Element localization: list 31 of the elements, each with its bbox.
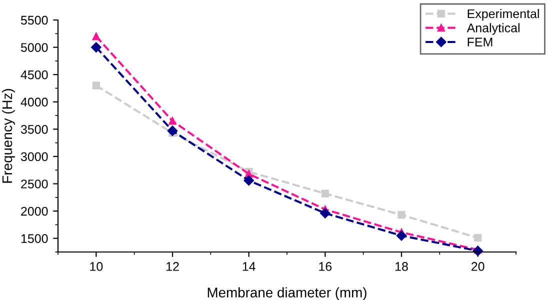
point [321, 190, 329, 198]
y-tick-label: 4500 [20, 70, 48, 80]
x-tick-label: 16 [319, 262, 332, 271]
y-tick-label: 4000 [20, 98, 48, 107]
point [91, 42, 102, 52]
y-tick-label: 3500 [20, 124, 48, 134]
y-axis-title: Frequency (Hz) [2, 89, 15, 183]
legend-label: FEM [468, 38, 492, 46]
x-tick-label: 20 [472, 262, 484, 271]
y-tick-label: 3000 [20, 152, 48, 162]
x-tick-label: 10 [90, 262, 103, 271]
x-tick-label: 12 [166, 262, 179, 271]
point [320, 208, 330, 218]
y-tick-label: 2500 [21, 180, 48, 188]
y-tick-label: 2000 [21, 206, 48, 216]
point [396, 230, 407, 241]
point [168, 117, 176, 125]
x-axis-title: Membrane diameter (mm) [208, 287, 366, 300]
point [474, 234, 482, 242]
point [244, 175, 254, 186]
y-tick-label: 5500 [20, 16, 48, 25]
y-tick-label: 5000 [20, 43, 48, 52]
legend-label: Experimental [468, 9, 539, 21]
x-tick-label: 18 [396, 262, 408, 271]
y-tick-label: 1500 [21, 234, 48, 244]
point [167, 126, 178, 136]
point [398, 211, 406, 219]
legend-label: Analytical [466, 23, 520, 35]
point [92, 32, 100, 40]
point [92, 82, 100, 90]
x-tick-label: 14 [242, 262, 256, 271]
